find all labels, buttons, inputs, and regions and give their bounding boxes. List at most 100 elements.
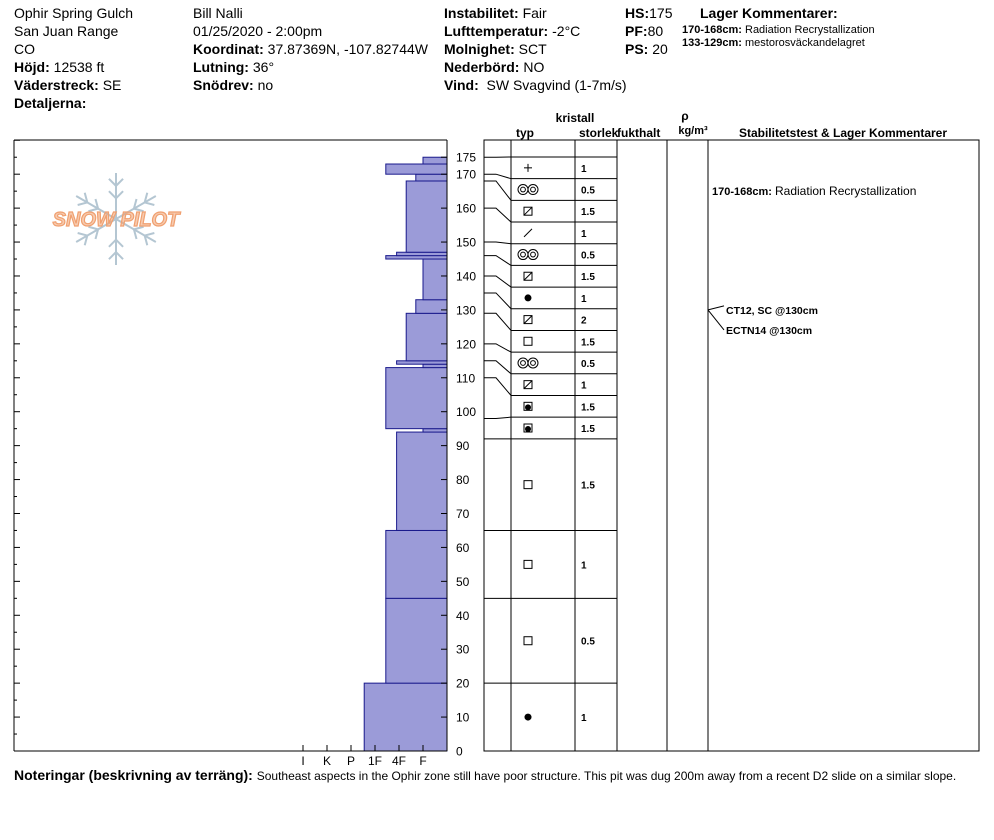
grain-size: 1.5	[581, 207, 595, 218]
depth-label: 175	[456, 151, 476, 165]
depth-label: 130	[456, 303, 476, 317]
grain-size: 1	[581, 164, 587, 175]
depth-label: 40	[456, 609, 470, 623]
grain-size: 1	[581, 560, 587, 571]
col-typ: typ	[516, 126, 534, 140]
depth-label: 90	[456, 439, 470, 453]
state-name: CO	[14, 41, 35, 57]
drift-value: no	[257, 77, 274, 93]
layer-connector	[484, 173, 512, 180]
drift-label: Snödrev:	[193, 77, 254, 93]
slope-label: Lutning:	[193, 59, 249, 75]
layer-connector	[484, 416, 512, 419]
elevation-value: 12538 ft	[53, 59, 105, 75]
grain-table-border	[483, 139, 980, 752]
hardness-bar	[385, 367, 448, 430]
hardness-bar	[422, 363, 448, 369]
date-time: 01/25/2020 - 2:00pm	[193, 23, 323, 39]
range-name: San Juan Range	[14, 23, 119, 39]
hardness-bar	[396, 251, 448, 257]
col-rho: ρ	[681, 109, 688, 123]
coord-label: Koordinat:	[193, 41, 264, 57]
grain-size: 1.5	[581, 424, 595, 435]
pf-value: 80	[647, 23, 664, 39]
depth-label: 20	[456, 677, 470, 691]
depth-label: 120	[456, 337, 476, 351]
grain-size: 1.5	[581, 337, 595, 348]
layer-connector	[484, 255, 512, 266]
sky-value: SCT	[518, 41, 547, 57]
elevation-label: Höjd:	[14, 59, 50, 75]
pf-row: PF:80	[625, 22, 663, 40]
grain-box-slash-icon	[523, 206, 533, 216]
grain-double-ring-icon	[517, 357, 539, 369]
precip-row: Nederbörd: NO	[444, 58, 544, 76]
col-storlek: storlek	[579, 126, 619, 140]
grain-size: 0.5	[581, 186, 595, 197]
logo-text: SNOW PILOT	[53, 209, 181, 231]
hardness-bar	[415, 299, 448, 314]
location-name: Ophir Spring Gulch	[14, 5, 134, 21]
depth-label: 50	[456, 575, 470, 589]
grain-size: 0.5	[581, 359, 595, 370]
grain-box-slash-icon	[523, 315, 533, 325]
airtemp-label: Lufttemperatur:	[444, 23, 549, 39]
stability-test-pointer	[707, 309, 725, 331]
grain-double-ring-icon	[517, 249, 539, 261]
elevation-row: Höjd: 12538 ft	[14, 58, 104, 76]
grain-size: 0.5	[581, 251, 595, 262]
hardness-bar	[385, 529, 448, 599]
wind-label: Vind:	[444, 77, 479, 93]
grain-box-icon	[523, 636, 533, 646]
grain-box-slash-icon	[523, 271, 533, 281]
observer-name: Bill Nalli	[193, 5, 243, 21]
hs-row: HS:175	[625, 4, 672, 22]
layer-comment-2-text: mestorosväckandelagret	[745, 37, 865, 49]
depth-label: 140	[456, 269, 476, 283]
grain-size: 2	[581, 316, 587, 327]
slope-value: 36°	[252, 59, 275, 75]
grain-double-ring-icon	[517, 184, 539, 196]
depth-label: 100	[456, 405, 476, 419]
layer-comment-2-range: 133-129cm:	[682, 37, 742, 49]
layer-connector	[484, 275, 512, 288]
precip-label: Nederbörd:	[444, 59, 520, 75]
hardness-bar	[422, 258, 448, 301]
layer-connector	[484, 312, 512, 331]
hardness-bar	[422, 156, 448, 165]
layer-comment-2: 133-129cm: mestorosväckandelagret	[682, 37, 865, 50]
drift-row: Snödrev: no	[193, 76, 273, 94]
hardness-tick-label: K	[323, 754, 331, 768]
layer-annotation: 170-168cm: Radiation Recrystallization	[712, 184, 916, 198]
layer-connector	[484, 377, 512, 396]
hardness-bar	[385, 163, 448, 175]
airtemp-row: Lufttemperatur: -2°C	[444, 22, 580, 40]
notes: Noteringar (beskrivning av terräng): Sou…	[14, 767, 956, 783]
layer-connector	[484, 292, 512, 310]
stability-test-pointer	[707, 305, 725, 311]
grain-dot-icon	[524, 713, 532, 721]
col-fukthalt: fukthalt	[617, 126, 660, 140]
grain-box-icon	[523, 336, 533, 346]
pf-label: PF:	[625, 23, 648, 39]
depth-label: 10	[456, 711, 470, 725]
hardness-bar	[422, 428, 448, 433]
layer-connector	[484, 180, 512, 201]
aspect-row: Väderstreck: SE	[14, 76, 121, 94]
grain-plus-icon	[524, 163, 532, 172]
layer-connector	[484, 360, 512, 375]
aspect-label: Väderstreck:	[14, 77, 99, 93]
ps-row: PS: 20	[625, 40, 668, 58]
grain-box-dot-icon	[523, 423, 533, 433]
depth-label: 160	[456, 202, 476, 216]
coordinates-row: Koordinat: 37.87369N, -107.82744W	[193, 40, 428, 58]
depth-label: 170	[456, 168, 476, 182]
slope-row: Lutning: 36°	[193, 58, 274, 76]
depth-label: 150	[456, 236, 476, 250]
hs-label: HS:	[625, 5, 650, 21]
grain-box-slash-icon	[523, 380, 533, 390]
hardness-tick-label: P	[347, 754, 355, 768]
layer-comments-title: Lager Kommentarer:	[700, 5, 838, 21]
grain-box-icon	[523, 559, 533, 569]
